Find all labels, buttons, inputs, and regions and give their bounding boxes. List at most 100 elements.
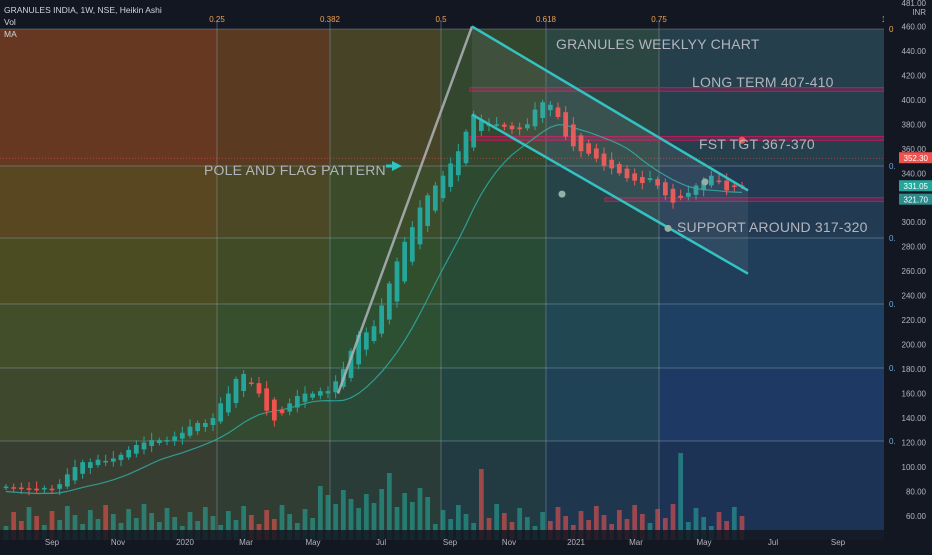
volume-bar	[264, 510, 270, 540]
candle-body	[678, 195, 684, 198]
candle-body	[149, 440, 155, 446]
fib-zone-cell	[217, 304, 330, 368]
volume-bar	[110, 514, 116, 540]
volume-bar	[340, 490, 346, 540]
candle-body	[540, 102, 546, 118]
first-target-band-fill	[470, 136, 884, 141]
legend-header: GRANULES INDIA, 1W, NSE, Heikin Ashi Vol…	[4, 4, 162, 40]
fib-right-label: 0.	[889, 162, 896, 171]
fib-zone-cell	[330, 166, 441, 238]
volume-bar	[501, 513, 507, 540]
volume-bar	[325, 495, 331, 540]
candle-body	[271, 399, 277, 421]
candle-body	[639, 177, 645, 184]
candle-body	[547, 104, 553, 111]
candle-body	[248, 382, 254, 384]
candle-body	[471, 114, 477, 148]
volume-bar	[72, 515, 78, 540]
fib-zone-cell	[0, 368, 217, 441]
volume-bar	[95, 519, 101, 540]
price-tick-label: 80.00	[906, 488, 927, 497]
fib-right-label: 0.	[889, 300, 896, 309]
candle-body	[49, 488, 55, 491]
volume-bar	[616, 510, 622, 540]
fib-zone-cell	[659, 368, 884, 441]
volume-bar	[126, 509, 132, 540]
candle-body	[409, 227, 415, 262]
volume-bar	[417, 488, 423, 540]
volume-label[interactable]: Vol	[4, 17, 16, 27]
ma-label[interactable]: MA	[4, 29, 17, 39]
volume-bar	[187, 512, 193, 540]
arrow-marker	[392, 161, 402, 171]
candle-body	[509, 125, 515, 130]
first-target-annotation: FST TGT 367-370	[699, 136, 815, 152]
volume-bar	[739, 516, 745, 540]
candle-body	[524, 124, 530, 129]
price-tick-label: 200.00	[902, 341, 927, 350]
price-tick-label: 300.00	[902, 218, 927, 227]
volume-bar	[440, 510, 446, 540]
volume-bar	[248, 515, 254, 540]
candle-body	[432, 185, 438, 211]
volume-bar	[486, 518, 492, 540]
candle-body	[593, 148, 599, 159]
candle-body	[87, 462, 93, 468]
candle-body	[164, 440, 170, 442]
time-tick-label: Sep	[45, 538, 60, 547]
fib-zone-cell	[546, 238, 659, 304]
time-tick-label: 2020	[176, 538, 194, 547]
volume-bar	[555, 507, 561, 540]
candle-body	[624, 168, 630, 179]
candle-body	[187, 426, 193, 436]
volume-bar	[394, 507, 400, 540]
candle-body	[233, 378, 239, 404]
candle-body	[3, 486, 9, 489]
price-tick-label: 260.00	[902, 267, 927, 276]
fib-zone-cell	[659, 238, 884, 304]
volume-bar	[363, 494, 369, 540]
time-tick-label: May	[696, 538, 711, 547]
candle-body	[118, 454, 124, 461]
volume-bar	[225, 511, 231, 540]
price-tick-label: 220.00	[902, 316, 927, 325]
candle-body	[670, 188, 676, 203]
candle-body	[570, 124, 576, 147]
candle-body	[333, 381, 339, 393]
fib-zone-cell	[330, 368, 441, 441]
volume-bar	[409, 502, 415, 540]
volume-bar	[333, 504, 339, 540]
long-term-target-band-fill	[470, 87, 884, 92]
candle-body	[655, 179, 661, 186]
symbol-title[interactable]: GRANULES INDIA, 1W, NSE, Heikin Ashi	[4, 5, 162, 15]
price-badge-bg	[899, 180, 932, 192]
time-tick-label: Jul	[376, 538, 386, 547]
price-badge-bg	[899, 152, 932, 164]
candle-body	[448, 163, 454, 187]
volume-bar	[241, 506, 247, 540]
volume-bar	[386, 473, 392, 540]
volume-bar	[141, 504, 147, 540]
volume-bar	[593, 506, 599, 540]
candle-body	[356, 334, 362, 365]
fib-ratio-label: 0.5	[435, 15, 447, 24]
candle-body	[210, 418, 216, 426]
time-tick-label: May	[305, 538, 320, 547]
candle-body	[616, 164, 622, 174]
candle-body	[225, 393, 231, 413]
volume-bar	[348, 499, 354, 540]
channel-lower-line	[471, 113, 749, 275]
candle-body	[701, 180, 707, 191]
channel-fill	[472, 26, 748, 274]
candle-body	[693, 185, 699, 195]
candle-body	[379, 305, 385, 334]
candle-body	[716, 180, 722, 183]
candle-body	[402, 241, 408, 282]
fib-ratio-label: 0.618	[536, 15, 557, 24]
price-tick-label: 400.00	[902, 96, 927, 105]
candle-body	[294, 396, 300, 408]
candle-body	[11, 487, 17, 489]
candle-body	[133, 445, 139, 454]
